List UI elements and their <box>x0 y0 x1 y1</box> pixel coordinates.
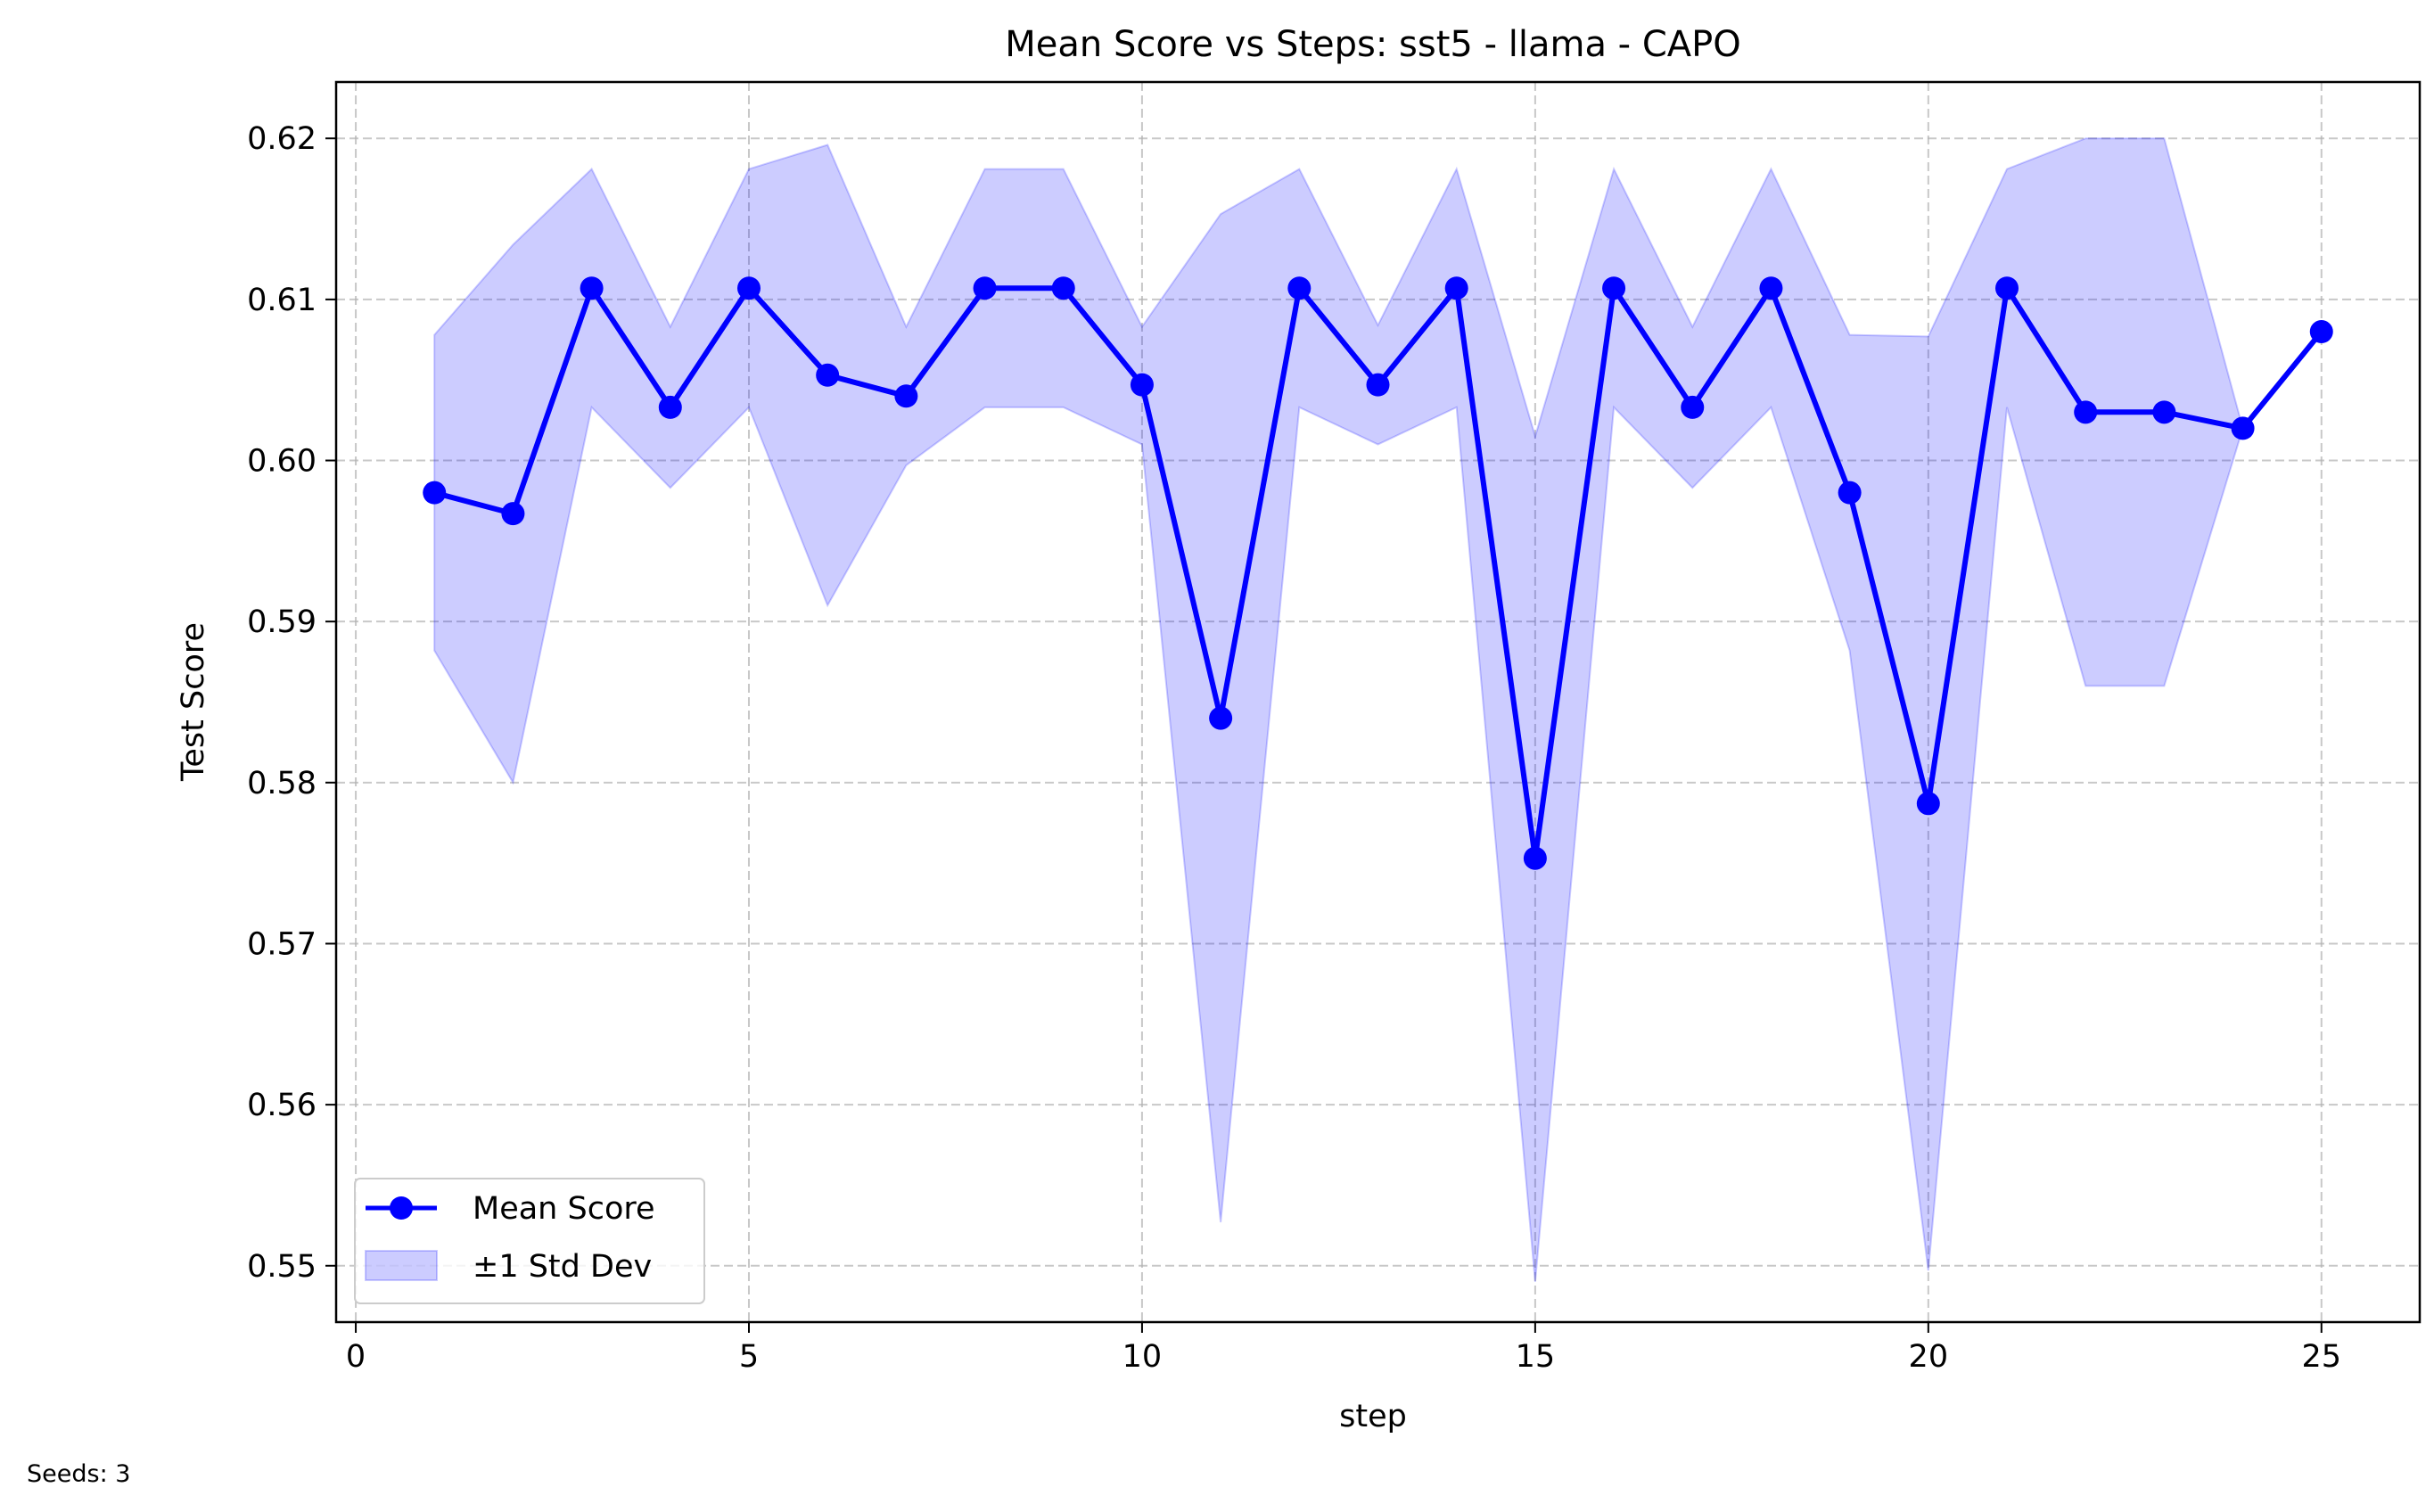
data-point <box>1366 373 1390 397</box>
legend-band-swatch <box>365 1250 438 1281</box>
chart-title: Mean Score vs Steps: sst5 - llama - CAPO <box>1005 24 1740 65</box>
data-point <box>1759 276 1783 300</box>
y-tick-label: 0.61 <box>247 283 317 318</box>
data-point <box>1051 276 1075 300</box>
x-tick-label: 5 <box>739 1339 759 1375</box>
seeds-footnote: Seeds: 3 <box>27 1460 130 1488</box>
plot-frame <box>334 80 2422 1324</box>
y-tick-label: 0.55 <box>247 1249 317 1285</box>
data-point <box>1995 276 2019 300</box>
y-tick-label: 0.58 <box>247 766 317 801</box>
data-point <box>1916 792 1940 816</box>
y-tick-label: 0.62 <box>247 121 317 157</box>
data-point <box>1602 276 1626 300</box>
data-point <box>2152 400 2176 424</box>
data-point <box>1287 276 1312 300</box>
data-point <box>1130 373 1154 397</box>
data-point <box>2074 400 2098 424</box>
data-point <box>1523 846 1547 870</box>
data-point <box>1838 481 1862 505</box>
data-point <box>658 395 682 419</box>
data-point <box>423 481 447 505</box>
data-point <box>1209 706 1233 730</box>
axis-ticks: 0 5 10 15 20 25 0.55 0.56 0.57 0.58 0.59 0.60 0.61 0.… <box>247 121 2341 1375</box>
legend-label-std-dev: ±1 Std Dev <box>473 1249 652 1285</box>
data-point <box>736 276 761 300</box>
data-point <box>816 363 840 387</box>
data-point <box>2309 320 2333 344</box>
x-tick-label: 25 <box>2301 1339 2341 1375</box>
data-point <box>1681 395 1705 419</box>
x-tick-label: 10 <box>1122 1339 1163 1375</box>
data-point <box>894 384 918 408</box>
y-tick-label: 0.57 <box>247 926 317 962</box>
legend-box <box>354 1178 705 1304</box>
data-point <box>2231 416 2255 440</box>
data-point <box>501 502 525 526</box>
x-tick-label: 15 <box>1516 1339 1556 1375</box>
y-tick-label: 0.59 <box>247 604 317 640</box>
x-tick-label: 0 <box>346 1339 366 1375</box>
mean-score-markers <box>423 276 2333 870</box>
x-tick-label: 20 <box>1909 1339 1949 1375</box>
x-axis-label: step <box>1339 1399 1407 1434</box>
data-point <box>973 276 997 300</box>
legend-label-mean-score: Mean Score <box>473 1191 655 1227</box>
data-point <box>1444 276 1468 300</box>
legend: Mean Score ±1 Std Dev <box>354 1178 705 1304</box>
y-axis-label: Test Score <box>176 622 211 782</box>
legend-marker-swatch <box>390 1196 413 1220</box>
data-point <box>580 276 604 300</box>
y-tick-label: 0.56 <box>247 1088 317 1123</box>
y-tick-label: 0.60 <box>247 444 317 480</box>
